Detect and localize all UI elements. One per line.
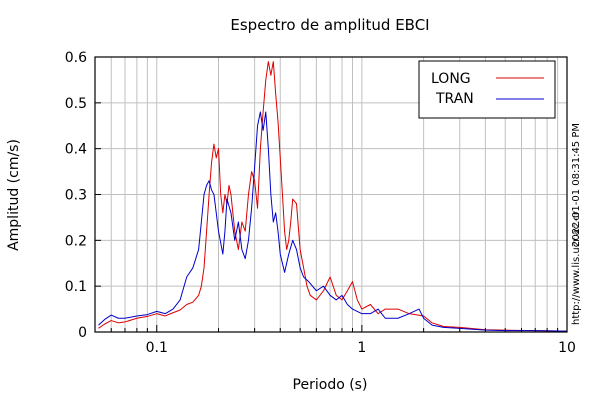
chart-title: Espectro de amplitud EBCI — [230, 16, 429, 34]
legend-label-long: LONG — [431, 71, 471, 87]
x-tick-label: 0.1 — [146, 340, 168, 356]
legend-box — [418, 60, 556, 119]
series-line-tran — [98, 111, 568, 332]
series-layer — [98, 61, 568, 332]
y-tick-label: 0 — [78, 325, 87, 341]
timestamp-label: 2022-01-01 08:31:45 PM — [571, 123, 582, 247]
series-line-long — [98, 61, 568, 332]
grid — [95, 57, 567, 332]
x-tick-label: 10 — [558, 340, 576, 356]
ticks: 0.1 1 10 0 0.1 0.2 0.3 0.4 0.5 0.6 — [65, 50, 576, 356]
y-axis-label: Amplitud (cm/s) — [6, 139, 22, 251]
legend-label-tran: TRAN — [435, 91, 474, 107]
y-tick-label: 0.2 — [65, 233, 87, 249]
y-tick-label: 0.6 — [65, 50, 87, 66]
x-axis-label: Periodo (s) — [293, 377, 368, 393]
legend: LONG TRAN — [418, 60, 556, 119]
x-tick-label: 1 — [357, 340, 366, 356]
y-tick-label: 0.3 — [65, 188, 87, 204]
y-tick-label: 0.5 — [65, 96, 87, 112]
source-url-label: http://www.lis.ucr.ac.cr — [571, 210, 582, 325]
y-tick-label: 0.1 — [65, 279, 87, 295]
y-tick-label: 0.4 — [65, 142, 87, 158]
